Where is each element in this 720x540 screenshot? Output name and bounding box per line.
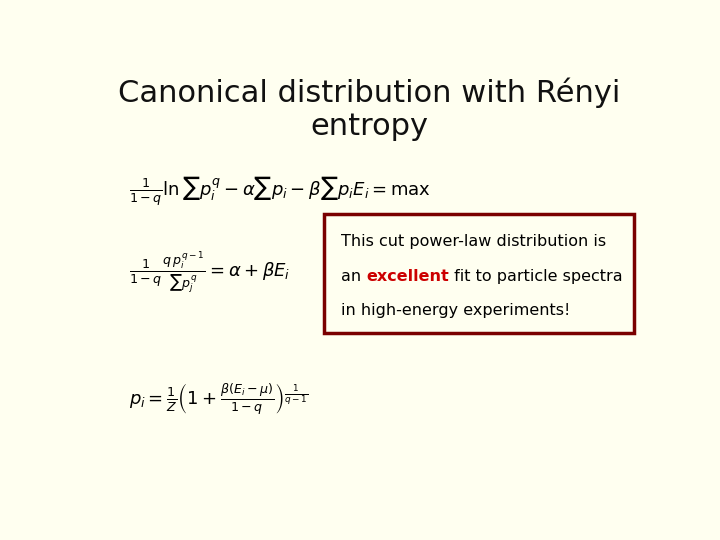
Text: Canonical distribution with Rényi
entropy: Canonical distribution with Rényi entrop… [118, 77, 620, 141]
Text: This cut power-law distribution is: This cut power-law distribution is [341, 234, 606, 249]
Text: an: an [341, 269, 366, 285]
Text: fit to particle spectra: fit to particle spectra [449, 269, 623, 285]
Text: in high-energy experiments!: in high-energy experiments! [341, 302, 570, 318]
Text: $p_i = \frac{1}{Z}\left(1 + \frac{\beta(E_i - \mu)}{1-q}\right)^{\frac{1}{q-1}}$: $p_i = \frac{1}{Z}\left(1 + \frac{\beta(… [129, 382, 308, 417]
Text: $\frac{1}{1-q}\frac{q\,p_i^{q-1}}{\sum p_j^q} = \alpha + \beta E_i$: $\frac{1}{1-q}\frac{q\,p_i^{q-1}}{\sum p… [129, 249, 290, 296]
FancyBboxPatch shape [324, 214, 634, 333]
Text: excellent: excellent [366, 269, 449, 285]
Text: $\frac{1}{1-q}\ln\sum p_i^q - \alpha\sum p_i - \beta\sum p_i E_i = \mathrm{max}$: $\frac{1}{1-q}\ln\sum p_i^q - \alpha\sum… [129, 175, 431, 208]
